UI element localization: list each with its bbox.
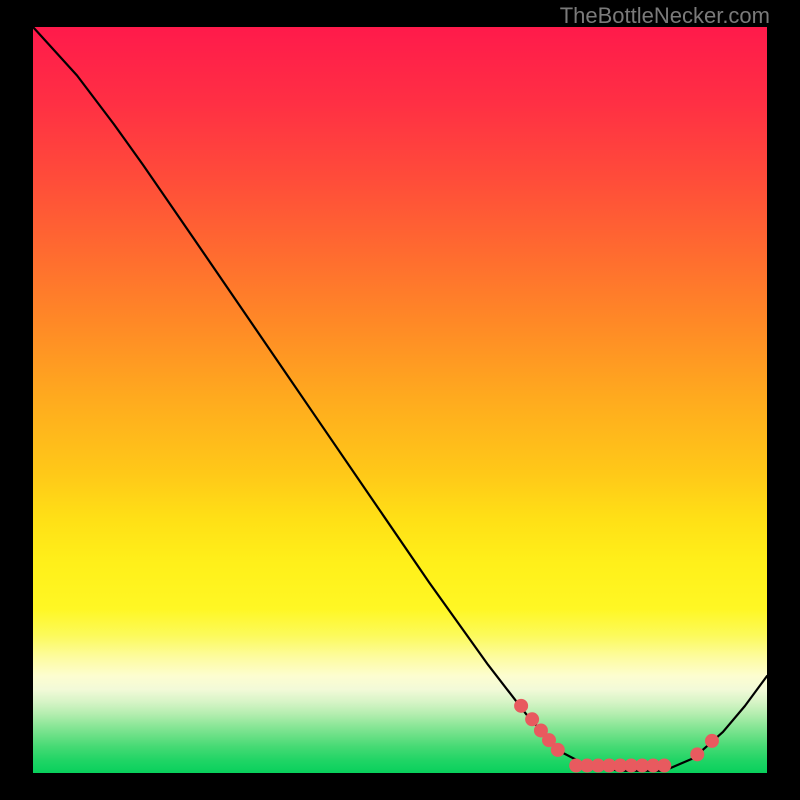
attribution-label: TheBottleNecker.com	[560, 3, 770, 29]
bottleneck-curve	[33, 27, 767, 771]
marker-dot	[515, 699, 528, 712]
marker-dot	[691, 748, 704, 761]
curve-layer	[33, 27, 767, 773]
plot-area	[33, 27, 767, 773]
stage: TheBottleNecker.com	[0, 0, 800, 800]
marker-dot	[658, 759, 671, 772]
marker-dot	[526, 713, 539, 726]
marker-dot	[551, 743, 564, 756]
marker-dot	[705, 734, 718, 747]
